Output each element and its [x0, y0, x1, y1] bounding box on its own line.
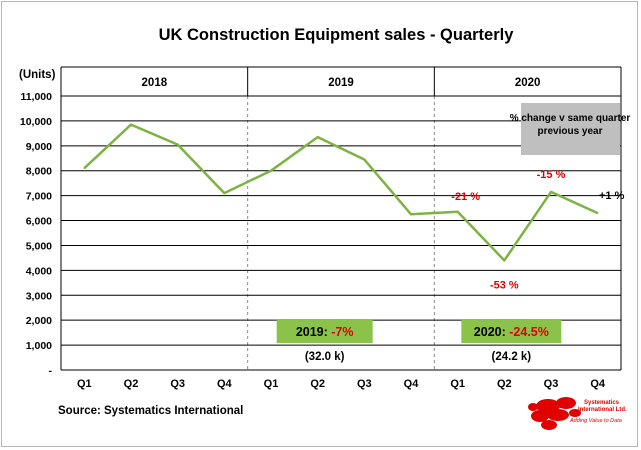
year-total-year: 2020: — [474, 325, 509, 339]
systematics-logo: Systematics International Ltd. Adding Va… — [528, 397, 627, 430]
y-tick-label: 3,000 — [26, 290, 52, 302]
data-point — [363, 158, 366, 161]
point-label: -15 % — [537, 169, 566, 181]
logo-tagline: Adding Value to Data — [569, 418, 622, 424]
y-tick-label: 10,000 — [20, 116, 52, 128]
year-total-units: (32.0 k) — [305, 351, 345, 363]
data-point — [316, 136, 319, 138]
year-totals: 2019: -7% (32.0 k) 2020: -24.5% (24.2 k) — [276, 319, 562, 363]
y-tick-label: 11,000 — [20, 91, 52, 103]
note-box-background — [521, 103, 620, 155]
x-tick-label: Q1 — [264, 378, 279, 390]
y-tick-label: 4,000 — [26, 265, 52, 277]
data-point — [550, 191, 552, 193]
data-point — [270, 169, 272, 172]
x-tick-label: Q4 — [217, 378, 233, 390]
y-tick-label: 9,000 — [26, 141, 52, 153]
series-line — [83, 123, 599, 262]
y-tick-label: - — [49, 365, 53, 377]
note-text: % change v same quarter previous year — [510, 113, 631, 137]
y-axis-label: (Units) — [19, 69, 56, 81]
logo-dots — [528, 397, 581, 430]
x-tick-label: Q2 — [497, 378, 512, 390]
data-point — [410, 213, 412, 216]
x-tick-label: Q4 — [590, 378, 606, 390]
year-label-2019: 2019 — [328, 77, 354, 89]
y-tick-label: 6,000 — [26, 216, 52, 228]
data-point — [176, 143, 179, 146]
y-gridlines — [61, 95, 621, 371]
x-tick-label: Q3 — [544, 378, 559, 390]
data-point — [223, 192, 226, 194]
data-point — [83, 167, 86, 170]
point-labels: -21 % -53 % -15 % +1 % — [451, 169, 624, 292]
point-label: +1 % — [599, 190, 625, 202]
logo-name-2: International Ltd. — [578, 407, 627, 413]
source-text: Source: Systematics International — [58, 405, 243, 417]
sales-line — [83, 123, 599, 262]
point-label: -21 % — [451, 191, 480, 203]
x-tick-label: Q1 — [450, 378, 465, 390]
x-tick-label: Q2 — [310, 378, 325, 390]
y-tick-labels: - 1,000 2,000 3,000 4,000 5,000 6,000 7,000 8,00… — [20, 91, 53, 377]
data-point — [596, 212, 599, 214]
year-total-change: -7% — [331, 325, 353, 339]
data-point — [130, 123, 132, 126]
y-tick-label: 8,000 — [26, 166, 52, 178]
year-total-change: -24.5% — [509, 325, 549, 339]
x-tick-label: Q2 — [124, 378, 139, 390]
year-total-units: (24.2 k) — [492, 351, 532, 363]
x-tick-label: Q4 — [404, 378, 420, 390]
data-point — [456, 211, 459, 213]
point-label: -53 % — [490, 279, 519, 291]
y-tick-label: 5,000 — [26, 240, 52, 252]
logo-name: Systematics — [584, 400, 620, 406]
year-total-label: 2020: -24.5% — [474, 325, 549, 339]
x-tick-label: Q3 — [170, 378, 185, 390]
chart-title: UK Construction Equipment sales - Quarte… — [159, 26, 515, 44]
note-box: % change v same quarter previous year — [510, 103, 631, 155]
year-label-2020: 2020 — [515, 77, 541, 89]
year-total-label: 2019: -7% — [296, 325, 354, 339]
x-tick-label: Q1 — [77, 378, 92, 390]
x-tick-label: Q3 — [357, 378, 372, 390]
year-total-year: 2019: — [296, 325, 331, 339]
year-total-box — [461, 319, 562, 343]
y-tick-label: 1,000 — [26, 340, 52, 352]
year-total-box — [276, 319, 373, 343]
year-label-2018: 2018 — [142, 77, 168, 89]
y-tick-label: 2,000 — [26, 315, 52, 327]
data-point — [503, 259, 506, 262]
y-tick-label: 7,000 — [26, 191, 52, 203]
x-tick-labels: Q1 Q2 Q3 Q4 Q1 Q2 Q3 Q4 Q1 Q2 Q3 Q4 — [77, 378, 606, 390]
